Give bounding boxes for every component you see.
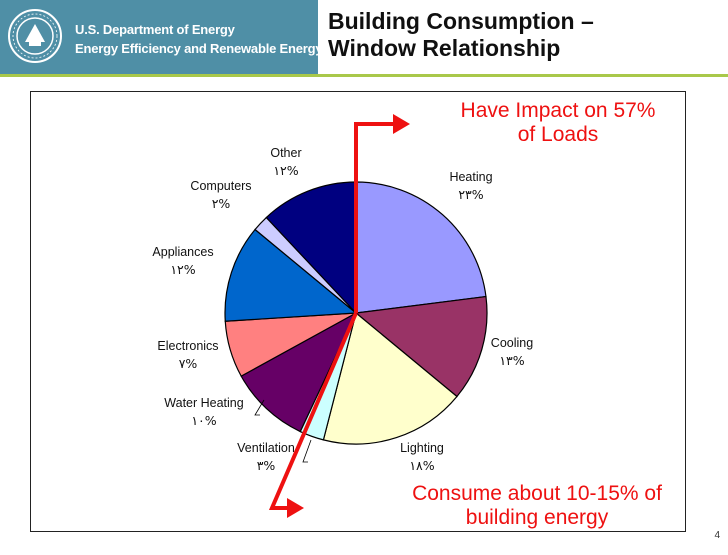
arrow-head-bottom-icon (287, 498, 304, 518)
pie-slice-water-heating (240, 311, 358, 433)
slice-value-electronics: ٧% (179, 356, 198, 371)
slide-title-line1: Building Consumption – (328, 8, 594, 34)
slice-label-appliances: Appliances (152, 245, 213, 259)
page-number: 4 (714, 530, 720, 541)
doe-seal-icon (8, 9, 62, 63)
bracket-line-bottom (268, 312, 358, 510)
slice-value-other: ١٢% (273, 163, 298, 178)
slice-value-ventilation: ٣% (257, 458, 276, 473)
pie-slice-other (265, 181, 357, 315)
title-panel (318, 0, 728, 74)
slice-label-computers: Computers (190, 179, 251, 193)
bracket-line-top (354, 122, 397, 313)
pie-slice-cooling (354, 295, 488, 398)
leader-line-ventilation (302, 439, 312, 463)
org-name-line1: U.S. Department of Energy (75, 22, 235, 37)
consumption-callout-line2: building energy (465, 506, 609, 529)
slice-value-lighting: ١٨% (409, 458, 434, 473)
chart-frame (30, 91, 686, 532)
header-accent-line (0, 74, 728, 77)
slice-label-cooling: Cooling (491, 336, 533, 350)
slide-title: Building Consumption – Window Relationsh… (328, 8, 594, 62)
impact-callout-line2: of Loads (517, 123, 599, 146)
slice-value-computers: ٢% (212, 196, 231, 211)
slice-label-lighting: Lighting (400, 441, 444, 455)
slice-label-ventilation: Ventilation (237, 441, 295, 455)
org-name-line2: Energy Efficiency and Renewable Energy (75, 41, 323, 56)
slice-label-electronics: Electronics (157, 339, 218, 353)
arrow-head-top-icon (393, 114, 410, 134)
slice-label-heating: Heating (449, 170, 492, 184)
pie-slice-appliances (224, 228, 358, 322)
slice-value-heating: ٢٣% (458, 187, 483, 202)
pie-slice-heating (355, 181, 487, 314)
slice-label-other: Other (270, 146, 301, 160)
consumption-callout: Consume about 10-15% of building energy (394, 482, 680, 530)
slide-title-line2: Window Relationship (328, 35, 561, 61)
slice-value-appliances: ١٢% (170, 262, 195, 277)
leader-line-water-heating (254, 399, 265, 416)
impact-callout: Have Impact on 57% of Loads (426, 99, 690, 147)
impact-callout-line1: Have Impact on 57% (460, 99, 656, 122)
slice-label-water-heating: Water Heating (164, 396, 243, 410)
slice-value-cooling: ١٣% (499, 353, 524, 368)
slice-value-water-heating: ١٠% (191, 413, 216, 428)
consumption-callout-line1: Consume about 10-15% of (412, 482, 662, 505)
pie-slice-lighting (322, 311, 458, 445)
